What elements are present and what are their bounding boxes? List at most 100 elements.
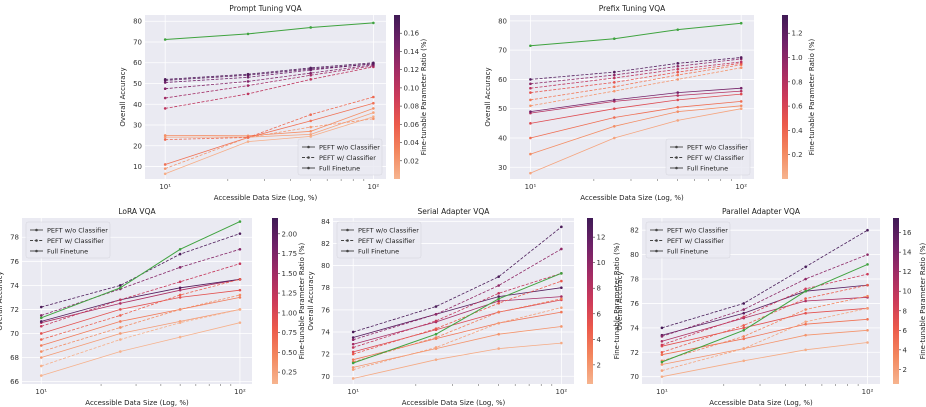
x-axis-label: Accessible Data Size (Log, %) <box>709 399 813 407</box>
y-tick-label: 60 <box>133 59 142 67</box>
data-point <box>351 330 355 334</box>
data-point <box>866 263 869 266</box>
data-point <box>497 275 500 278</box>
series-line <box>41 322 240 376</box>
data-point <box>246 92 250 96</box>
data-point <box>660 369 664 372</box>
data-point <box>560 295 563 298</box>
colorbar-tick-label: 2.00 <box>282 230 298 238</box>
data-point <box>804 265 807 269</box>
data-point <box>676 119 680 122</box>
legend: PEFT w/o Classifier PEFT w/ Classifier Ful… <box>336 221 422 259</box>
legend-marker <box>655 228 658 232</box>
data-point <box>613 81 616 84</box>
colorbar-label: Fine-tunable Parameter Ratio (%) <box>919 242 926 359</box>
data-point <box>372 61 375 65</box>
legend-marker <box>655 249 658 253</box>
data-point <box>676 28 680 31</box>
data-point <box>560 341 563 345</box>
series-line <box>165 116 374 175</box>
series-line <box>165 63 374 81</box>
data-point <box>497 295 500 298</box>
chart-title: Serial Adapter VQA <box>418 207 491 216</box>
colorbar-tick-label: 10 <box>903 288 912 296</box>
colorbar-tick-label: 4 <box>597 336 602 344</box>
series-line <box>353 311 562 361</box>
data-point <box>309 119 312 123</box>
legend-label: PEFT w/o Classifier <box>358 226 419 234</box>
data-point <box>351 346 355 349</box>
data-point <box>178 296 182 299</box>
data-point <box>804 311 807 315</box>
data-point <box>660 339 664 343</box>
x-tick-label: 10¹ <box>656 388 668 396</box>
data-point <box>178 335 182 339</box>
x-tick-label: 10² <box>234 388 246 396</box>
data-point <box>163 163 167 166</box>
x-tick-label: 10² <box>556 388 568 396</box>
data-point <box>119 286 122 290</box>
data-point <box>560 297 563 301</box>
data-point <box>676 70 680 74</box>
data-point <box>309 26 312 29</box>
y-axis-label: Overall Accuracy <box>484 67 492 126</box>
legend-label: Full Finetune <box>319 164 360 172</box>
data-point <box>560 325 563 328</box>
y-tick-label: 50 <box>133 80 142 88</box>
data-point <box>804 322 807 326</box>
series-line <box>165 102 374 165</box>
colorbar-tick-label: 0.75 <box>282 329 298 337</box>
data-point <box>613 85 616 89</box>
colorbar <box>587 218 593 384</box>
data-point <box>742 347 746 350</box>
data-point <box>163 107 167 110</box>
data-point <box>660 375 664 378</box>
data-point <box>39 314 43 317</box>
legend-marker <box>346 239 349 242</box>
x-tick-label: 10¹ <box>347 388 359 396</box>
series-line <box>661 318 868 356</box>
data-point <box>529 171 532 175</box>
data-point <box>238 321 242 324</box>
chart-title: Parallel Adapter VQA <box>722 207 801 216</box>
series-line <box>41 294 240 352</box>
series-line <box>530 58 742 85</box>
colorbar-tick-label: 1.2 <box>792 30 803 38</box>
legend: PEFT w/o Classifier PEFT w/ Classifier Ful… <box>25 221 111 259</box>
series-line <box>41 233 241 308</box>
colorbar-label: Fine-tunable Parameter Ratio (%) <box>613 242 621 359</box>
data-point <box>351 336 355 339</box>
x-tick-label: 10¹ <box>35 388 47 396</box>
data-point <box>676 62 680 65</box>
data-point <box>119 332 122 335</box>
series-line <box>41 248 241 316</box>
x-tick-label: 10² <box>368 183 380 191</box>
data-point <box>246 140 250 143</box>
data-point <box>660 326 664 330</box>
y-tick-label: 80 <box>321 262 330 270</box>
data-point <box>163 167 167 170</box>
y-tick-label: 82 <box>630 227 639 235</box>
data-point <box>372 117 375 121</box>
data-point <box>178 286 182 290</box>
data-point <box>742 337 746 341</box>
series-line <box>530 90 742 114</box>
colorbar-tick-label: 0.25 <box>282 369 298 377</box>
data-point <box>613 98 616 102</box>
series-line <box>530 61 742 89</box>
data-point <box>804 289 807 293</box>
data-point <box>660 343 664 347</box>
data-point <box>39 350 43 353</box>
legend-box <box>336 221 422 259</box>
data-point <box>351 366 355 369</box>
colorbar-tick-label: 0.08 <box>404 103 420 111</box>
colorbar-tick-label: 12 <box>903 268 912 276</box>
data-point <box>238 288 242 292</box>
data-point <box>497 321 500 325</box>
x-tick-label: 10¹ <box>525 183 537 191</box>
legend-label: Full Finetune <box>47 247 88 255</box>
legend-label: PEFT w/o Classifier <box>687 143 748 151</box>
y-tick-label: 40 <box>133 101 142 109</box>
series-line <box>353 342 562 379</box>
